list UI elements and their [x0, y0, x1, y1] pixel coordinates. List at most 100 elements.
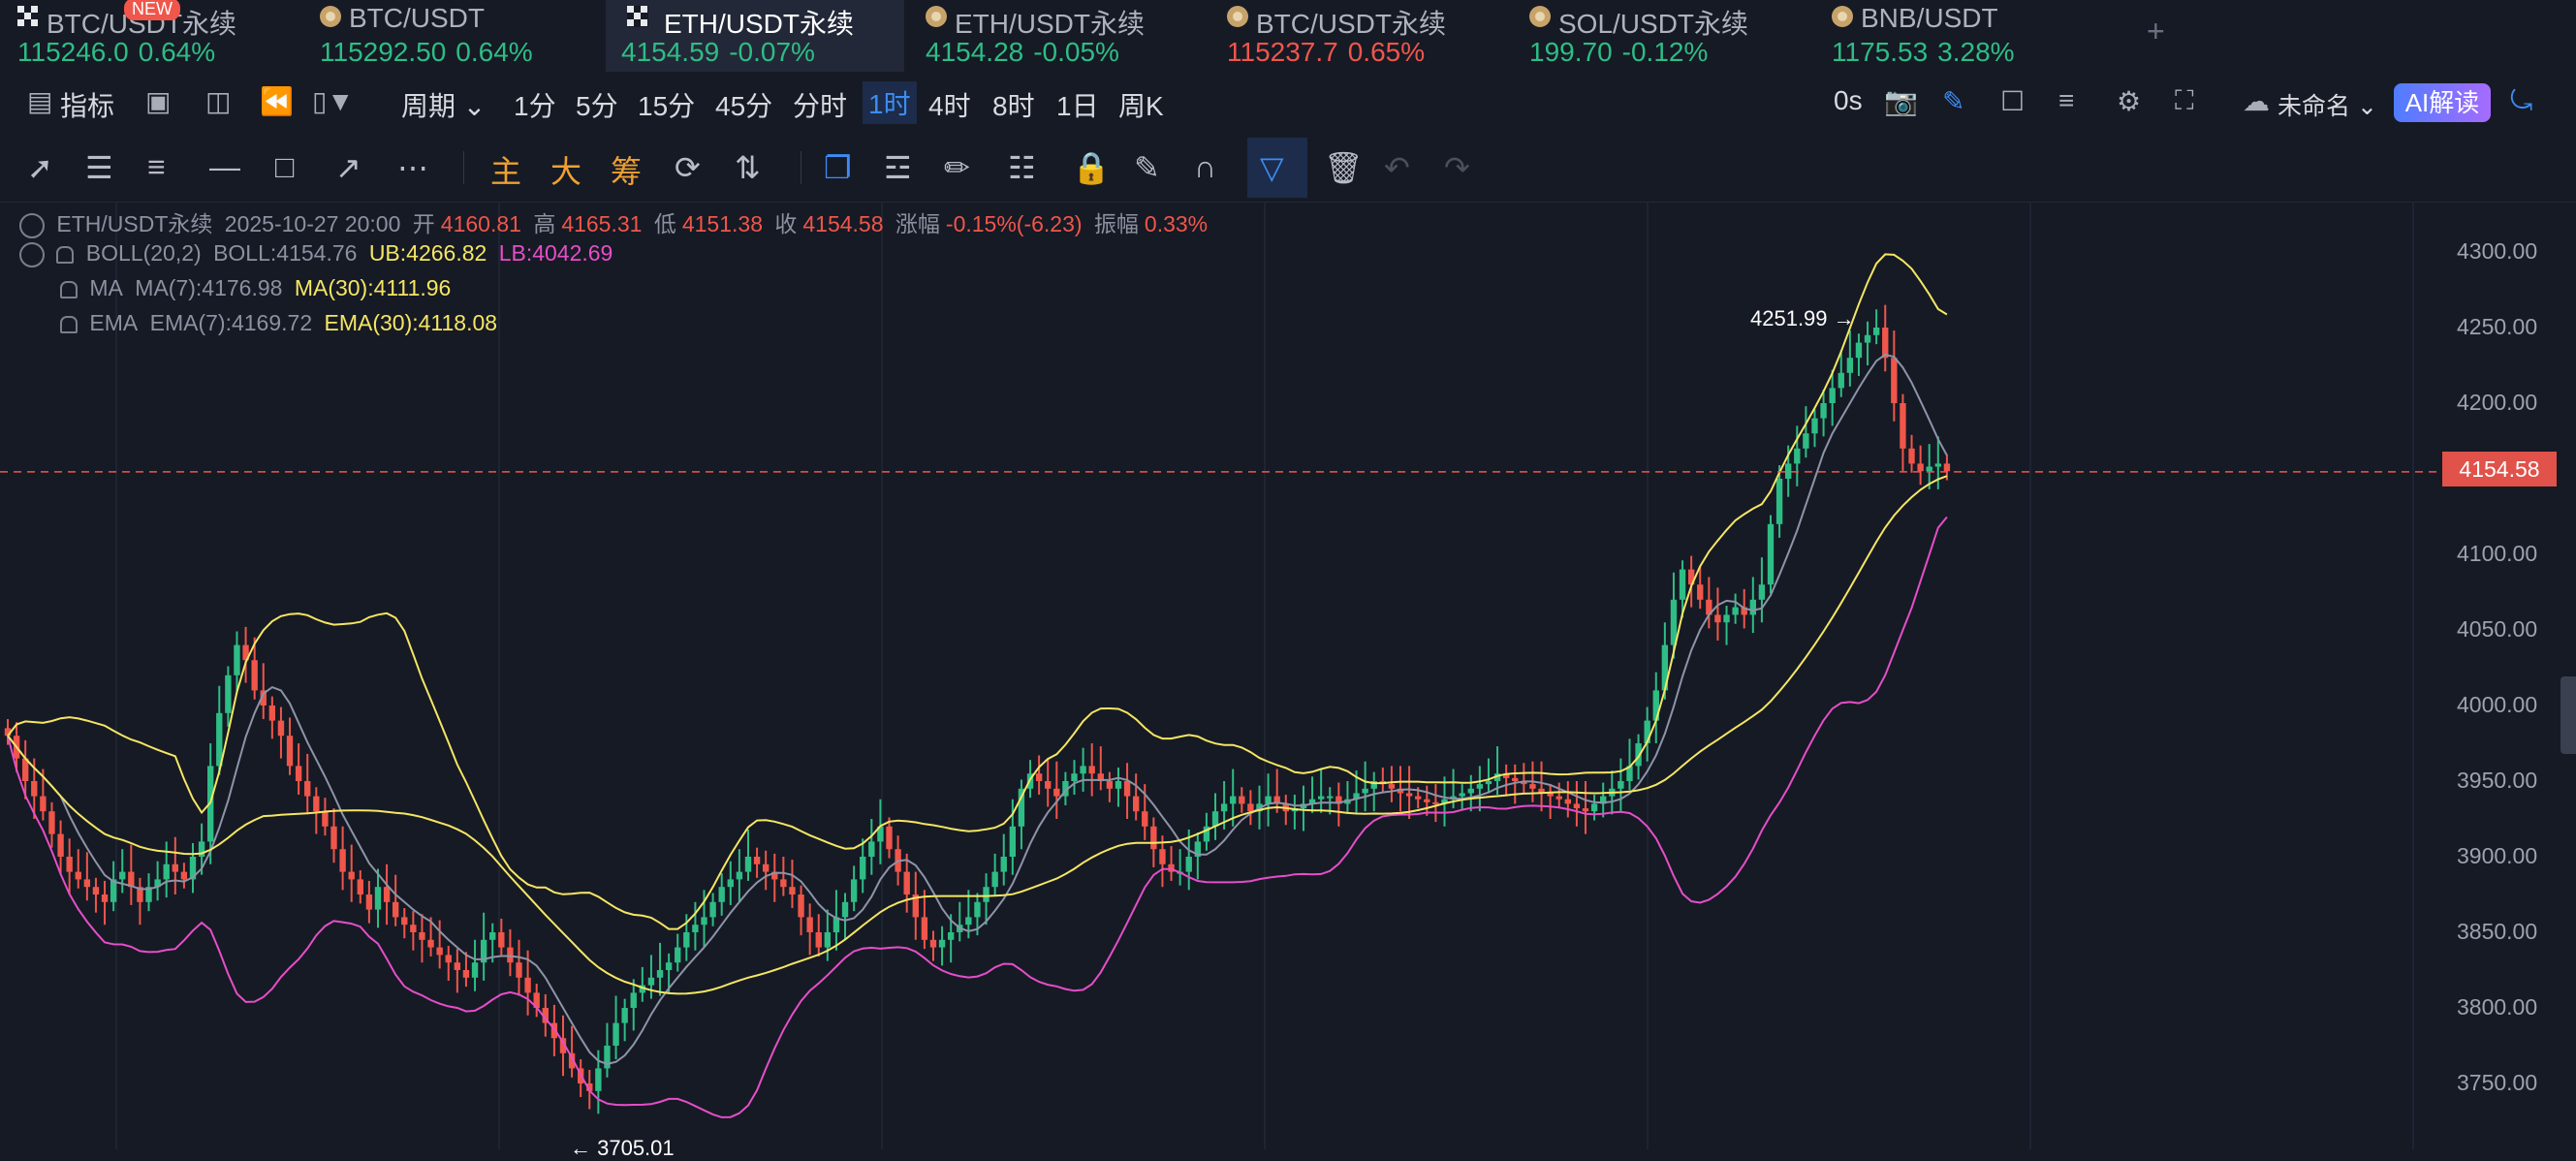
undo-icon[interactable]: ↶ [1384, 150, 1410, 185]
price-chart[interactable]: ETH/USDT永续 2025-10-27 20:00 开 4160.81 高 41… [0, 202, 2576, 1160]
interval-1h[interactable]: 1时 [863, 81, 917, 124]
layout-name-dropdown[interactable]: 未命名 ⌄ [2278, 93, 2377, 120]
ai-analysis-button[interactable]: AI解读 [2394, 83, 2491, 122]
horizontal-ray-icon[interactable]: — [209, 149, 240, 184]
candle-body [621, 1008, 628, 1023]
interval-8h[interactable]: 8时 [992, 91, 1035, 121]
candle-body [1327, 796, 1334, 799]
interval-15m[interactable]: 15分 [638, 91, 696, 121]
ticker-change: -0.05% [1033, 37, 1119, 67]
ticker-tab-active[interactable]: ETH/USDT永续 4154.59 -0.07% [606, 0, 904, 72]
indicator-tool-icon[interactable]: ☷ [1008, 150, 1036, 185]
alert-bell-icon[interactable] [60, 280, 78, 298]
lock-icon[interactable]: 🔒 [1072, 150, 1111, 185]
candle-body [1775, 479, 1783, 524]
interval-1d[interactable]: 1日 [1056, 91, 1099, 121]
camera-icon[interactable]: 📷 [1884, 86, 1918, 116]
candle-body [929, 939, 937, 948]
fullscreen-icon[interactable]: ⛶ [2175, 85, 2194, 115]
candle-body [877, 826, 884, 842]
ticker-tab[interactable]: BTC/USDT永续 NEW 115246.0 0.64% [17, 0, 298, 72]
replay-tool-icon[interactable]: ⟳ [675, 150, 701, 185]
candle-body [1679, 569, 1686, 600]
candle-body [1203, 826, 1210, 842]
settings-icon[interactable]: ⚙ [2117, 86, 2142, 116]
main-chart-toggle[interactable]: 主 [490, 154, 522, 189]
candle-body [1767, 523, 1775, 585]
delete-icon[interactable]: 🗑 [1324, 150, 1364, 185]
interval-45m[interactable]: 45分 [715, 91, 773, 121]
candle-body [1239, 796, 1245, 804]
candle-body [1590, 803, 1598, 812]
alert-bell-icon[interactable] [60, 315, 78, 333]
ruler-icon[interactable]: ☲ [884, 150, 912, 185]
parallel-channel-icon[interactable]: ☰ [85, 150, 113, 185]
candle-body [83, 879, 91, 888]
add-tab-button[interactable]: + [2147, 14, 2165, 48]
candle-body [1502, 773, 1510, 778]
pen-icon[interactable]: ✎ [1942, 86, 1965, 116]
trendline-icon[interactable]: ➚ [27, 150, 53, 185]
template-icon[interactable]: ▣ [145, 86, 172, 116]
horizontal-lines-icon[interactable]: ≡ [147, 149, 166, 184]
panel-collapse-handle[interactable] [2560, 676, 2576, 754]
ticker-tab[interactable]: BTC/USDT 115292.50 0.64% [320, 0, 601, 72]
magnet-icon[interactable]: ∩ [1194, 149, 1216, 184]
candle-body [1723, 614, 1730, 623]
candle-body [516, 962, 522, 978]
ma7-line [7, 353, 1948, 1065]
candle-body [568, 1052, 576, 1069]
list-icon[interactable]: ≡ [2058, 85, 2075, 115]
cloud-icon[interactable]: ☁ [2243, 86, 2270, 116]
rectangle-icon[interactable]: □ [275, 149, 295, 184]
ticker-name: SOL/USDT永续 [1558, 9, 1749, 39]
interval-1m[interactable]: 1分 [514, 91, 556, 121]
interval-timeshare[interactable]: 分时 [793, 91, 848, 121]
collapse-icon[interactable] [19, 241, 45, 267]
more-tools-icon[interactable]: ⋯ [397, 150, 428, 185]
ema-info: EMA EMA(7):4169.72 EMA(30):4118.08 [60, 310, 503, 336]
filter-icon[interactable]: ▽ [1260, 150, 1284, 185]
ticker-price: 4154.28 [926, 37, 1024, 67]
edit-icon[interactable]: ✎ [1134, 150, 1160, 185]
candle-body [365, 894, 373, 910]
interval-week[interactable]: 周K [1118, 91, 1164, 121]
candle-body [1045, 781, 1052, 789]
collapse-icon[interactable] [19, 212, 45, 238]
layout-icon[interactable]: ◫ [205, 86, 232, 116]
candle-body [824, 932, 832, 948]
bookmark-icon[interactable]: ❐ [824, 150, 852, 185]
alert-bell-icon[interactable] [56, 245, 75, 264]
ticker-tab[interactable]: BTC/USDT永续 115237.7 0.65% [1227, 0, 1508, 72]
interval-5m[interactable]: 5分 [576, 91, 618, 121]
candle-body [604, 1046, 611, 1069]
ohlc-info: ETH/USDT永续 2025-10-27 20:00 开 4160.81 高 41… [19, 205, 1213, 238]
candle-body [4, 728, 12, 737]
eraser-icon[interactable]: ✏ [944, 150, 970, 185]
line-tool-icon[interactable]: ↗ [335, 150, 361, 185]
comment-icon[interactable]: ☐ [2000, 86, 2026, 116]
candle-body [1211, 811, 1219, 827]
current-price-label: 4154.58 [2442, 452, 2557, 486]
ticker-tab[interactable]: SOL/USDT永续 199.70 -0.12% [1529, 0, 1810, 72]
ticker-tab[interactable]: ETH/USDT永续 4154.28 -0.05% [926, 0, 1207, 72]
candle-body [313, 796, 320, 812]
redo-icon[interactable]: ↷ [1444, 150, 1470, 185]
ticker-tab[interactable]: BNB/USDT 1175.53 3.28% [1832, 0, 2113, 72]
candle-body [401, 917, 408, 926]
candle-type-icon[interactable]: ▯▼ [312, 86, 355, 116]
indicator-button[interactable]: 指标 [60, 91, 115, 121]
share-icon[interactable]: ⤿ [2510, 85, 2533, 115]
replay-icon[interactable]: ⏪ [260, 86, 294, 116]
candle-body [1247, 803, 1254, 812]
interval-4h[interactable]: 4时 [928, 91, 971, 121]
compare-icon[interactable]: ⇅ [735, 150, 761, 185]
chips-toggle[interactable]: 筹 [611, 154, 643, 189]
large-order-toggle[interactable]: 大 [550, 154, 582, 189]
candle-body [559, 1038, 567, 1053]
period-dropdown[interactable]: 周期 ⌄ [401, 91, 487, 121]
indicator-icon[interactable]: ▤ [27, 86, 53, 116]
candle-body [1644, 720, 1650, 743]
grid-icon [627, 6, 648, 27]
candle-body [242, 644, 249, 661]
